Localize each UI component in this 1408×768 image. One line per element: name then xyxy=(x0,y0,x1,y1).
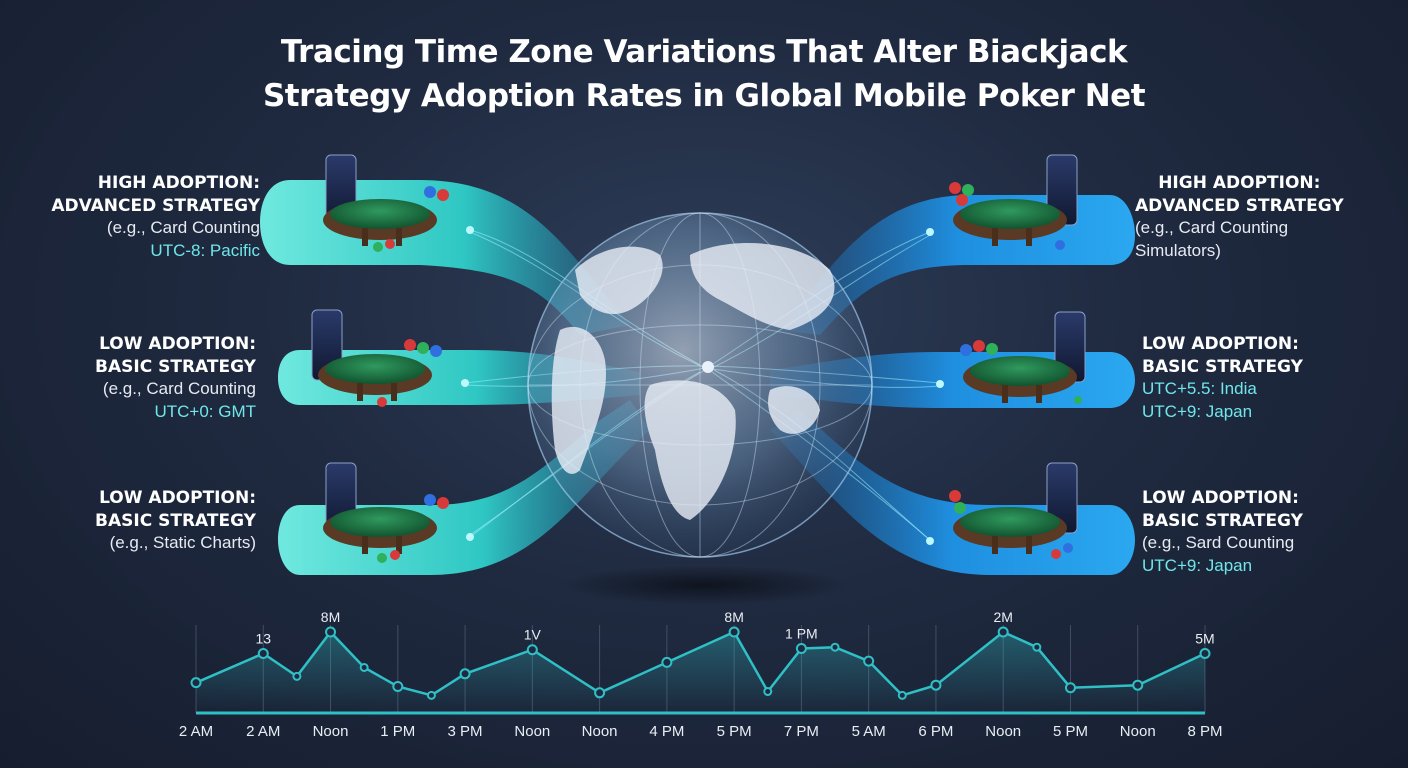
timeline-data-point xyxy=(1132,679,1144,691)
timeline-x-tick-label: 4 PM xyxy=(649,723,684,740)
timeline-x-tick-label: 6 PM xyxy=(918,723,953,740)
timeline-value-label: 1 PM xyxy=(785,625,818,641)
right-panel-3-strategy: BASIC STRATEGY xyxy=(1142,510,1303,531)
left-panel-3: LOW ADOPTION: BASIC STRATEGY (e.g., Stat… xyxy=(95,487,256,555)
right-panel-2-timezone-japan: UTC+9: Japan xyxy=(1142,401,1253,421)
timeline-value-label: 8M xyxy=(724,609,743,625)
timeline-data-point xyxy=(1199,648,1211,660)
table-device-left-top xyxy=(323,154,449,252)
timeline-x-labels: 2 AM 2 AM Noon 1 PM 3 PM Noon Noon 4 PM 5 PM 7 PM… xyxy=(179,723,1223,740)
device-illustrations xyxy=(311,154,1086,563)
right-panel-2: LOW ADOPTION: BASIC STRATEGY UTC+5.5: In… xyxy=(1142,333,1303,423)
timeline-x-tick-label: 2 AM xyxy=(246,723,280,740)
timeline-data-point xyxy=(257,648,269,660)
table-device-right-bottom xyxy=(949,462,1078,559)
timeline-x-tick-label: 7 PM xyxy=(784,723,819,740)
timeline-data-point xyxy=(190,677,202,689)
timeline-data-point xyxy=(930,679,942,691)
table-device-left-bottom xyxy=(323,462,449,563)
left-panel-1-strategy: ADVANCED STRATEGY xyxy=(51,195,260,216)
timeline-x-tick-label: 5 PM xyxy=(717,723,752,740)
timeline-data-point xyxy=(795,642,807,654)
timeline-data-point xyxy=(661,656,673,668)
timeline-data-point xyxy=(459,668,471,680)
globe-shadow xyxy=(560,565,850,605)
timeline-x-tick-label: 3 PM xyxy=(448,723,483,740)
page-title: Tracing Time Zone Variations That Alter … xyxy=(0,30,1408,118)
timeline-data-point xyxy=(526,644,538,656)
timeline-data-point xyxy=(392,680,404,692)
timeline-data-point xyxy=(594,687,606,699)
right-panel-2-strategy: BASIC STRATEGY xyxy=(1142,356,1303,377)
timeline-x-tick-label: 8 PM xyxy=(1187,723,1222,740)
right-panel-3-adoption: LOW ADOPTION: xyxy=(1142,488,1299,508)
timeline-value-label: 5M xyxy=(1195,631,1214,647)
left-panel-2-timezone: UTC+0: GMT xyxy=(154,401,256,421)
left-panel-2-strategy: BASIC STRATEGY xyxy=(95,356,256,377)
timeline-value-label: 2M xyxy=(993,609,1012,625)
left-panel-2: LOW ADOPTION: BASIC STRATEGY (e.g., Card… xyxy=(95,333,256,423)
timeline-data-point xyxy=(728,626,740,638)
timeline-points xyxy=(190,626,1211,700)
timeline-x-tick-label: 5 PM xyxy=(1053,723,1088,740)
timeline-data-point xyxy=(763,687,773,697)
left-panel-1-timezone: UTC-8: Pacific xyxy=(150,240,260,260)
right-panel-1-adoption: HIGH ADOPTION: xyxy=(1158,173,1321,193)
timeline-value-labels: 13 8M 1V 8M 1 PM 2M 5M xyxy=(255,609,1214,647)
globe-illustration xyxy=(527,212,873,558)
right-panel-1-strategy: ADVANCED STRATEGY xyxy=(1135,195,1344,216)
timeline-data-point xyxy=(292,671,302,681)
timeline-data-point xyxy=(863,655,875,667)
timeline-data-point xyxy=(426,690,436,700)
timeline-data-point xyxy=(325,626,337,638)
right-panel-3-timezone: UTC+9: Japan xyxy=(1142,555,1253,575)
timeline-data-point xyxy=(359,662,369,672)
right-panel-2-adoption: LOW ADOPTION: xyxy=(1142,334,1299,354)
timeline-data-point xyxy=(1064,682,1076,694)
timeline-x-tick-label: 5 AM xyxy=(852,723,886,740)
title-line-1: Tracing Time Zone Variations That Alter … xyxy=(280,34,1128,70)
right-panel-3-example: (e.g., Sard Counting xyxy=(1142,533,1295,552)
timeline-x-tick-label: Noon xyxy=(1120,723,1156,740)
timeline-data-point xyxy=(830,642,840,652)
right-panel-1: HIGH ADOPTION: ADVANCED STRATEGY (e.g., … xyxy=(1135,172,1344,262)
timeline-x-tick-label: Noon xyxy=(985,723,1021,740)
timeline-value-label: 8M xyxy=(321,609,340,625)
right-panel-1-example-cont: Simulators) xyxy=(1135,240,1221,260)
right-panel-3: LOW ADOPTION: BASIC STRATEGY (e.g., Sard… xyxy=(1142,487,1303,577)
left-panel-2-adoption: LOW ADOPTION: xyxy=(99,334,256,354)
title-line-2: Strategy Adoption Rates in Global Mobile… xyxy=(262,78,1146,114)
left-panel-3-adoption: LOW ADOPTION: xyxy=(99,488,256,508)
left-panel-3-example: (e.g., Static Charts) xyxy=(109,533,256,552)
adoption-timeline-chart: 13 8M 1V 8M 1 PM 2M 5M 2 AM 2 AM Noon 1 PM 3 PM Noo… xyxy=(179,609,1223,740)
right-panel-1-example: (e.g., Card Counting xyxy=(1135,218,1289,237)
timeline-x-tick-label: Noon xyxy=(582,723,618,740)
right-panel-2-timezone-india: UTC+5.5: India xyxy=(1142,379,1257,398)
table-device-left-middle xyxy=(311,309,442,407)
left-panel-1-adoption: HIGH ADOPTION: xyxy=(97,173,260,193)
timeline-area xyxy=(196,632,1205,713)
timeline-x-tick-label: Noon xyxy=(313,723,349,740)
left-panel-1: HIGH ADOPTION: ADVANCED STRATEGY (e.g., … xyxy=(51,172,260,262)
timeline-x-tick-label: 2 AM xyxy=(179,723,213,740)
timeline-value-label: 1V xyxy=(524,627,542,643)
table-device-right-middle xyxy=(960,311,1086,404)
timeline-data-point xyxy=(897,690,907,700)
left-panel-1-example: (e.g., Card Counting xyxy=(106,218,260,237)
left-panel-3-strategy: BASIC STRATEGY xyxy=(95,510,256,531)
timeline-data-point xyxy=(997,626,1009,638)
timeline-value-label: 13 xyxy=(255,631,271,647)
table-device-right-top xyxy=(949,154,1078,250)
timeline-data-point xyxy=(1032,642,1042,652)
timeline-x-tick-label: Noon xyxy=(514,723,550,740)
timeline-x-tick-label: 1 PM xyxy=(380,723,415,740)
left-panel-2-example: (e.g., Card Counting xyxy=(102,379,256,398)
